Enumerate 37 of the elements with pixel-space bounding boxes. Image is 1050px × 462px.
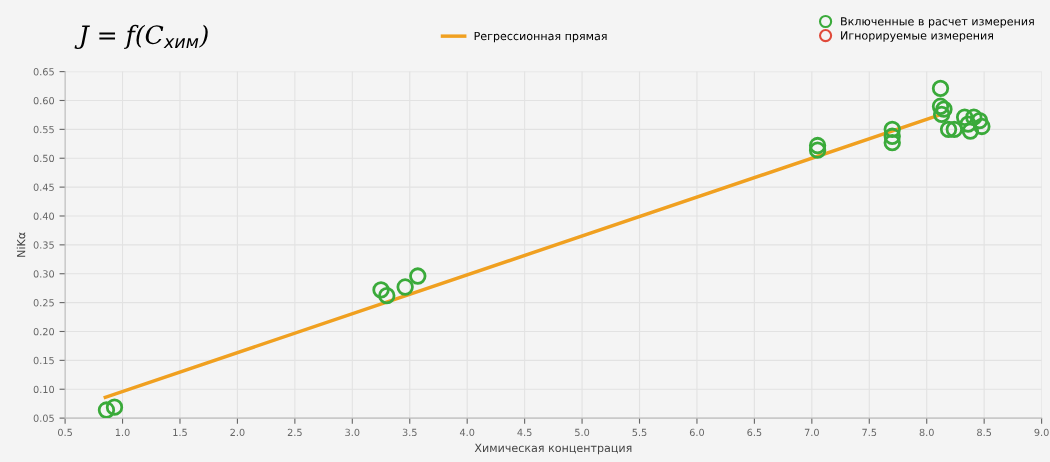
x-tick-label: 1.0 (115, 428, 130, 437)
y-tick-label: 0.45 (33, 183, 54, 191)
x-tick-label: 7.0 (804, 428, 819, 437)
x-tick-label: 8.5 (977, 428, 992, 437)
x-tick-label: 3.5 (402, 428, 417, 437)
x-tick-label: 1.5 (173, 428, 187, 437)
x-tick-label: 4.5 (517, 428, 532, 437)
y-tick-label: 0.40 (33, 212, 55, 220)
x-tick-label: 2.5 (287, 428, 302, 437)
y-tick-label: 0.05 (33, 414, 54, 422)
legend-label: Регрессионная прямая (474, 31, 607, 43)
y-tick-label: 0.10 (33, 385, 55, 394)
y-tick-label: 0.65 (33, 68, 54, 76)
x-tick-label: 6.0 (689, 428, 705, 437)
y-axis-title: NiKα (16, 232, 26, 257)
x-tick-label: 3.0 (345, 428, 360, 437)
y-tick-label: 0.20 (33, 327, 55, 336)
y-tick-label: 0.15 (33, 356, 54, 365)
x-tick-label: 7.5 (862, 428, 877, 437)
x-tick-label: 4.0 (459, 428, 475, 437)
legend-label: Игнорируемые измерения (841, 31, 993, 42)
x-tick-label: 5.5 (632, 428, 647, 437)
x-tick-label: 9.0 (1034, 428, 1049, 437)
y-tick-label: 0.35 (33, 241, 54, 249)
x-tick-label: 5.0 (575, 428, 590, 437)
y-tick-label: 0.50 (33, 154, 55, 163)
x-tick-label: 8.0 (919, 428, 934, 437)
y-tick-label: 0.30 (33, 270, 55, 278)
x-tick-label: 2.0 (230, 428, 245, 437)
y-tick-label: 0.55 (33, 125, 54, 134)
x-axis-title: Химическая концентрация (474, 443, 632, 455)
x-tick-label: 0.5 (58, 428, 72, 437)
legend-label: Включенные в расчет измерения (841, 17, 1034, 28)
y-tick-label: 0.60 (33, 96, 55, 105)
chart-title: J = f(C$_{хим}$) (74, 24, 208, 50)
y-tick-label: 0.25 (33, 299, 54, 307)
x-tick-label: 6.5 (747, 428, 762, 437)
